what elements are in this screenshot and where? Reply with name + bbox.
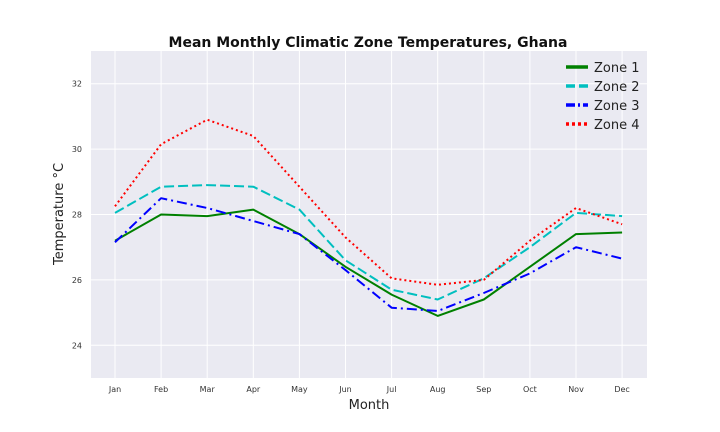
legend-label-zone-1: Zone 1 [594,61,640,76]
legend-label-zone-3: Zone 3 [594,99,640,114]
x-tick-label: Sep [476,385,491,394]
x-tick-label: Dec [614,385,629,394]
x-tick-labels: Jan Feb Mar Apr May Jun Jul Aug Sep Oct Nov Dec [108,385,630,394]
series-line-zone-2 [114,184,623,301]
series-line-zone-3 [114,197,623,312]
x-tick-label: Mar [200,385,216,394]
x-tick-label: Aug [430,385,446,394]
legend: Zone 1 Zone 2 Zone 3 Zone 4 [566,61,640,133]
x-tick-label: Jun [338,385,352,394]
x-axis-label: Month [349,398,390,413]
x-tick-label: May [291,385,308,394]
x-tick-label: Oct [523,385,537,394]
y-tick-labels: 24 26 28 30 32 [72,80,82,351]
y-tick-label: 24 [72,341,82,350]
series-line-zone-1 [114,208,623,317]
y-tick-label: 28 [72,211,82,220]
series-layer [114,118,623,317]
x-tick-label: Nov [568,385,584,394]
x-tick-label: Jan [108,385,121,394]
chart-title: Mean Monthly Climatic Zone Temperatures,… [169,35,568,51]
y-tick-label: 26 [72,276,82,285]
legend-label-zone-2: Zone 2 [594,80,640,95]
series-line-zone-4 [114,118,623,286]
x-tick-label: Apr [246,385,261,394]
y-axis-label: Temperature °C [52,163,67,266]
y-tick-label: 30 [72,145,82,154]
x-tick-label: Jul [386,385,397,394]
y-tick-label: 32 [72,80,82,89]
x-tick-label: Feb [154,385,168,394]
legend-label-zone-4: Zone 4 [594,118,640,133]
